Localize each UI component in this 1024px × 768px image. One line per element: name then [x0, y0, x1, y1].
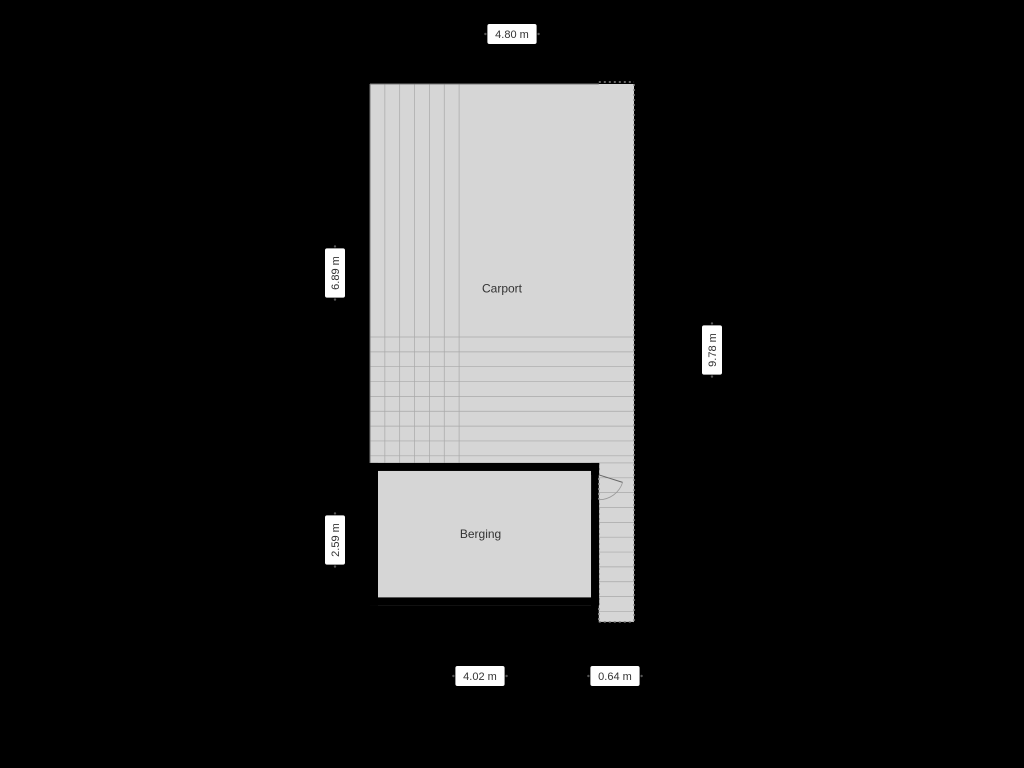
svg-text:4.80 m: 4.80 m	[495, 29, 529, 41]
svg-text:9.78 m: 9.78 m	[707, 333, 719, 367]
svg-text:2.59 m: 2.59 m	[330, 523, 342, 557]
dim-right: 9.78 m	[702, 322, 722, 378]
carport-label: Carport	[482, 281, 523, 295]
dim-left-lower: 2.59 m	[325, 512, 345, 568]
svg-text:4.02 m: 4.02 m	[463, 671, 497, 683]
dim-bottom-right: 0.64 m	[586, 666, 642, 686]
dim-bottom-left: 4.02 m	[451, 666, 507, 686]
svg-text:0.64 m: 0.64 m	[598, 671, 632, 683]
carport-area	[370, 84, 634, 463]
dim-left-upper: 6.89 m	[325, 245, 345, 301]
dim-top: 4.80 m	[483, 24, 539, 44]
berging-label: Berging	[460, 527, 501, 541]
floorplan-canvas: Carport Berging 4.80 m 6.89 m 2.59 m 9.78 m 4.…	[0, 0, 1024, 768]
svg-text:6.89 m: 6.89 m	[330, 256, 342, 290]
